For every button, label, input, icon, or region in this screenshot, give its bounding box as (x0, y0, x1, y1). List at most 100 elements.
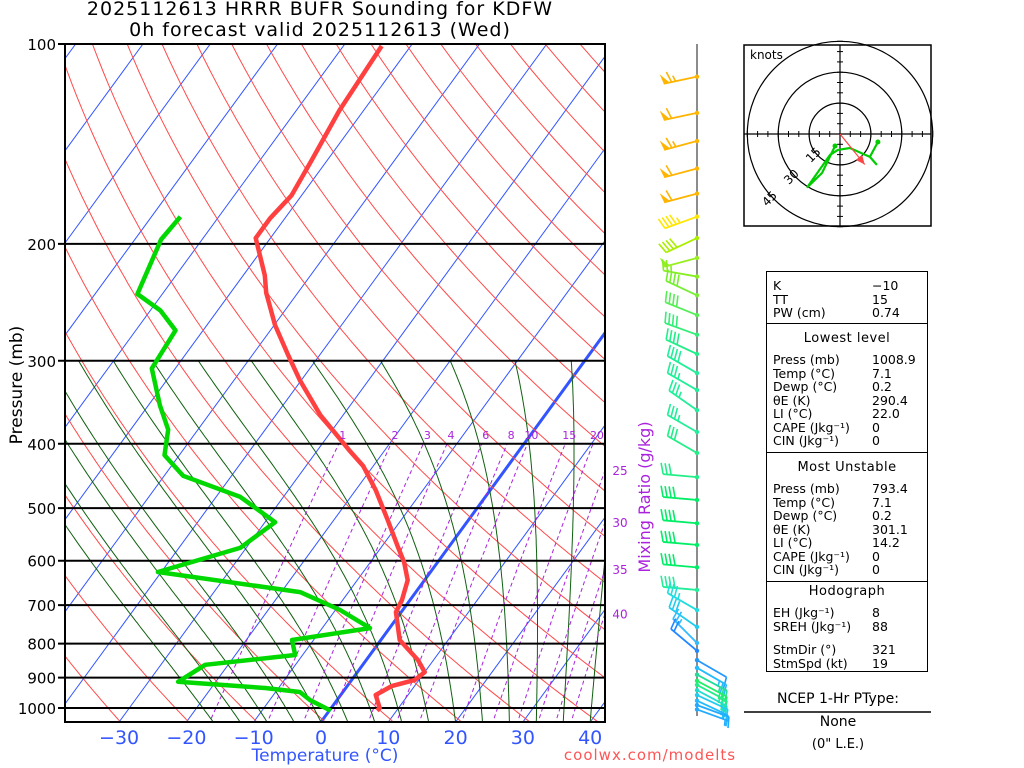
barb-feather (673, 365, 679, 378)
barb-half-feather (723, 719, 726, 726)
dry-adiabat (91, 44, 605, 679)
stat-value: −10 (872, 278, 899, 293)
barb-station-dot (694, 624, 700, 630)
barb-station-dot (694, 521, 700, 526)
temperature-tick-label: 10 (376, 727, 400, 749)
barb-feather (665, 328, 669, 340)
dry-adiabat (335, 44, 605, 361)
stat-row: Press (mb) 1008.9 (773, 353, 921, 367)
wind-barb (658, 235, 700, 254)
barb-staff (696, 667, 727, 686)
stat-row: θE (K) 290.4 (773, 393, 921, 408)
pressure-tick-label: 100 (27, 36, 56, 54)
mixing-ratio-label: 15 (562, 429, 576, 442)
barb-feather (669, 238, 678, 248)
axis-labels: 1 2 3 4 6 8 10 15 202530354010020030040050060070… (18, 36, 628, 749)
barb-staff (663, 519, 698, 525)
barb-station-dot (694, 692, 700, 698)
stat-row: StmDir (°) 321 (773, 643, 921, 657)
stat-row: SREH (Jkg⁻¹) 88 (773, 618, 921, 634)
barb-staff (668, 606, 698, 628)
stat-label: Dewp (°C) (773, 379, 838, 394)
barb-feather (665, 215, 674, 227)
barb-pennant (659, 193, 670, 203)
barb-half-feather (677, 372, 681, 380)
barb-station-dot (694, 565, 700, 570)
barb-feather (669, 214, 677, 225)
plot-frame (64, 43, 606, 723)
mixing-ratio-line (570, 611, 605, 722)
pressure-tick-label: 900 (27, 670, 56, 688)
barb-feather (664, 463, 668, 475)
barb-feather (660, 485, 664, 498)
stat-value: 22.0 (872, 406, 900, 421)
mixing-ratio-label: 10 (524, 429, 538, 442)
barb-feather (664, 553, 668, 565)
barb-feather (665, 164, 673, 176)
barb-staff (667, 592, 698, 611)
pressure-tick-label: 700 (27, 597, 56, 615)
isotherm (65, 44, 211, 244)
wind-barb (660, 575, 700, 593)
footer-credit[interactable]: coolwx.com/modelts (564, 746, 736, 764)
barb-feather (660, 462, 664, 475)
barb-staff (696, 708, 730, 722)
dewpoint-profile (135, 215, 373, 713)
barb-feather (672, 272, 677, 285)
mixing-ratio-side-label: 40 (612, 608, 627, 622)
stats-panel: K −10 TT 15 PW (cm) 0.74 Lowest level Press (m… (766, 271, 928, 672)
stat-label: CAPE (Jkg⁻¹) (773, 419, 850, 435)
mixing-ratio-line (209, 443, 340, 722)
profiles (135, 44, 427, 713)
barb-feather (670, 583, 675, 596)
temperature-tick-label: 40 (578, 727, 602, 749)
pressure-tick-label: 800 (27, 636, 56, 654)
barb-station-dot (694, 351, 700, 357)
barb-station-dot (694, 682, 700, 688)
barb-feather (670, 346, 675, 359)
stat-row: Dewp (°C) 0.2 (773, 380, 921, 394)
isotherm (65, 44, 413, 521)
ptype-note: (0" L.E.) (811, 737, 865, 752)
barb-staff (667, 435, 698, 454)
wind-barb (659, 71, 700, 85)
mixing-ratio-label: 8 (508, 429, 515, 442)
isotherm (387, 424, 605, 722)
wind-barb (660, 530, 700, 548)
barb-station-dot (694, 370, 700, 376)
barb-station-dot (694, 450, 700, 456)
temperature-tick-label: 0 (315, 727, 327, 749)
stat-label: SREH (Jkg⁻¹) (773, 618, 852, 634)
barb-staff (663, 563, 698, 569)
isotherm (65, 44, 144, 152)
barb-staff (696, 704, 730, 718)
barb-feather (665, 190, 673, 201)
barb-station-dot (694, 474, 700, 480)
barb-station-dot (694, 665, 700, 671)
barb-pennant (659, 257, 670, 267)
pressure-tick-label: 500 (27, 500, 56, 518)
barb-feather (672, 576, 676, 589)
barb-feather (666, 403, 672, 416)
barb-feather (672, 531, 676, 544)
wind-barb (670, 618, 700, 653)
barb-feather (668, 486, 672, 498)
hodograph-section: Hodograph EH (Jkg⁻¹) 8 SREH (Jkg⁻¹) 88 StmDir… (767, 582, 927, 675)
moist-adiabat (380, 360, 483, 722)
dry-adiabat (440, 44, 605, 235)
moist-adiabat (112, 360, 349, 722)
barb-station-dot (694, 274, 700, 279)
barb-station-dot (694, 698, 700, 703)
temperature-tick-label: 20 (444, 727, 468, 749)
pressure-tick-label: 300 (27, 353, 56, 371)
barb-feather (666, 581, 672, 594)
dry-adiabat (65, 330, 395, 722)
barb-half-feather (675, 217, 681, 224)
barb-feather (664, 290, 668, 303)
barb-feather (668, 312, 671, 325)
barb-staff (667, 372, 698, 391)
stat-row: CIN (Jkg⁻¹) 0 (773, 563, 921, 577)
section-title: Hodograph (808, 583, 886, 599)
section-title: Most Unstable (797, 459, 897, 475)
